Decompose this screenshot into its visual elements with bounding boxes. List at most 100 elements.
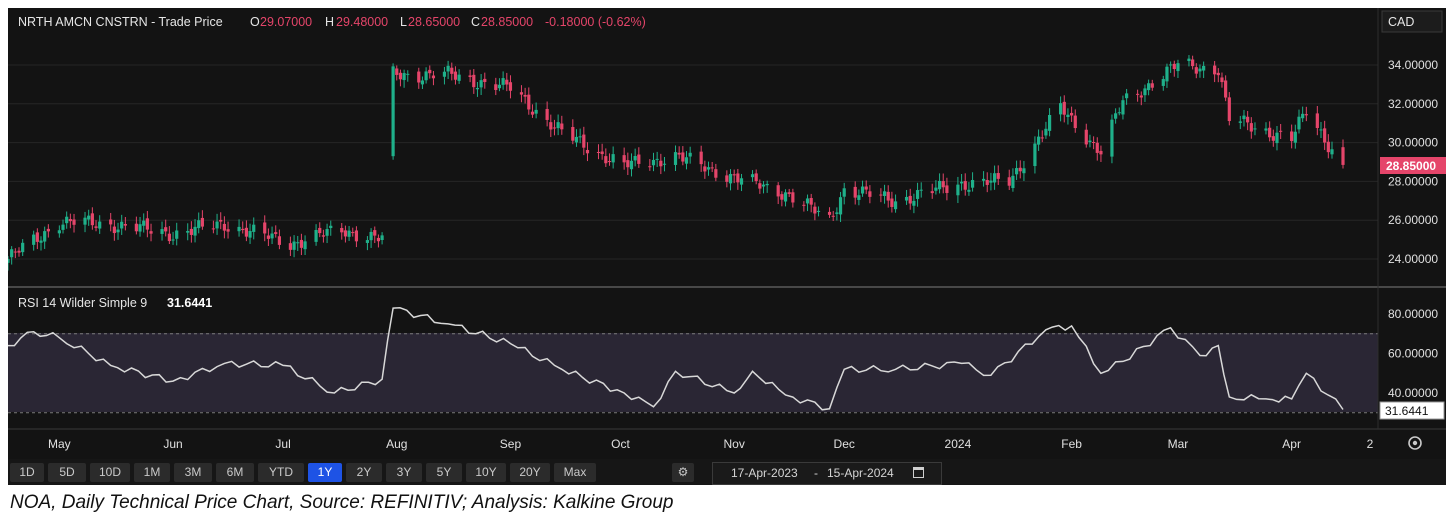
candle-body[interactable]: [442, 71, 447, 77]
candle-body[interactable]: [585, 149, 590, 154]
candle-body[interactable]: [288, 243, 293, 250]
candle-body[interactable]: [145, 218, 149, 230]
range-button-1d[interactable]: 1D: [10, 463, 44, 482]
candle-body[interactable]: [1165, 66, 1169, 82]
candle-body[interactable]: [908, 195, 912, 204]
candle-body[interactable]: [1136, 93, 1140, 95]
candle-body[interactable]: [292, 241, 296, 250]
candle-body[interactable]: [1264, 128, 1268, 131]
candle-body[interactable]: [527, 94, 531, 110]
candle-body[interactable]: [1088, 140, 1092, 143]
candle-body[interactable]: [860, 186, 865, 194]
candle-body[interactable]: [739, 178, 744, 185]
candle-body[interactable]: [1066, 114, 1070, 118]
candle-body[interactable]: [1114, 113, 1118, 119]
candle-body[interactable]: [222, 223, 226, 231]
candle-body[interactable]: [941, 181, 945, 188]
candle-body[interactable]: [677, 152, 681, 155]
candle-body[interactable]: [930, 191, 934, 194]
candle-body[interactable]: [633, 155, 637, 161]
candle-body[interactable]: [835, 212, 839, 214]
candle-body[interactable]: [68, 219, 72, 222]
candle-body[interactable]: [651, 159, 656, 166]
candle-body[interactable]: [21, 242, 25, 253]
candle-body[interactable]: [736, 173, 740, 183]
candle-body[interactable]: [996, 173, 1000, 179]
candle-body[interactable]: [813, 206, 817, 214]
candle-body[interactable]: [534, 109, 538, 114]
candle-body[interactable]: [838, 197, 843, 215]
candle-body[interactable]: [596, 151, 601, 153]
candle-body[interactable]: [296, 242, 300, 244]
candle-body[interactable]: [842, 188, 846, 197]
candle-body[interactable]: [186, 231, 190, 233]
candle-body[interactable]: [90, 213, 94, 226]
candle-body[interactable]: [956, 184, 960, 196]
candle-body[interactable]: [758, 183, 762, 189]
candle-body[interactable]: [552, 127, 557, 129]
candle-body[interactable]: [1202, 65, 1206, 71]
candle-body[interactable]: [890, 198, 894, 207]
candle-body[interactable]: [109, 219, 113, 225]
candle-body[interactable]: [519, 92, 524, 95]
candle-body[interactable]: [886, 191, 890, 201]
candle-body[interactable]: [373, 230, 377, 236]
range-button-20y[interactable]: 20Y: [510, 463, 550, 482]
candle-body[interactable]: [321, 235, 326, 237]
candle-body[interactable]: [706, 167, 711, 170]
candle-body[interactable]: [1293, 131, 1297, 143]
candle-body[interactable]: [992, 173, 997, 183]
candle-body[interactable]: [545, 108, 549, 120]
candle-body[interactable]: [1191, 59, 1195, 67]
candle-body[interactable]: [607, 161, 612, 163]
candle-body[interactable]: [1268, 127, 1272, 138]
candle-body[interactable]: [120, 221, 124, 229]
candle-body[interactable]: [1143, 88, 1147, 96]
candle-body[interactable]: [981, 178, 986, 181]
candle-body[interactable]: [417, 71, 421, 83]
candle-body[interactable]: [134, 223, 138, 232]
candle-body[interactable]: [142, 220, 146, 226]
candle-body[interactable]: [472, 74, 476, 88]
candle-body[interactable]: [776, 185, 780, 197]
candle-body[interactable]: [967, 189, 971, 192]
candle-body[interactable]: [270, 233, 274, 239]
candle-body[interactable]: [732, 174, 736, 176]
price-candles[interactable]: [8, 55, 1345, 271]
candle-body[interactable]: [816, 210, 821, 212]
range-button-10d[interactable]: 10D: [90, 463, 130, 482]
candle-body[interactable]: [1169, 64, 1173, 66]
candle-body[interactable]: [1147, 83, 1151, 91]
candle-body[interactable]: [483, 78, 487, 82]
candle-body[interactable]: [1304, 114, 1308, 116]
candle-body[interactable]: [475, 87, 480, 90]
candle-body[interactable]: [406, 73, 410, 75]
candle-body[interactable]: [714, 169, 718, 178]
candle-body[interactable]: [937, 180, 942, 190]
candle-body[interactable]: [1220, 77, 1224, 83]
range-button-5d[interactable]: 5D: [48, 463, 86, 482]
candle-body[interactable]: [655, 158, 659, 160]
candle-body[interactable]: [571, 127, 575, 141]
candle-body[interactable]: [959, 181, 964, 184]
candle-body[interactable]: [1315, 113, 1319, 128]
candle-body[interactable]: [1323, 128, 1327, 143]
candle-body[interactable]: [325, 229, 329, 236]
candle-body[interactable]: [750, 174, 755, 178]
candle-body[interactable]: [501, 78, 505, 85]
candle-body[interactable]: [604, 156, 608, 164]
candle-body[interactable]: [622, 155, 626, 163]
candle-body[interactable]: [138, 224, 142, 232]
candle-body[interactable]: [193, 226, 197, 236]
chart-canvas[interactable]: NRTH AMCN CNSTRN - Trade Price O 29.0700…: [8, 8, 1446, 459]
candle-body[interactable]: [791, 192, 795, 203]
candle-body[interactable]: [98, 221, 102, 229]
candle-body[interactable]: [446, 65, 450, 72]
candle-body[interactable]: [1110, 119, 1114, 157]
candle-body[interactable]: [274, 232, 278, 234]
candle-body[interactable]: [1213, 65, 1217, 75]
range-button-3y[interactable]: 3Y: [386, 463, 422, 482]
candle-body[interactable]: [864, 186, 868, 190]
candle-body[interactable]: [1176, 63, 1180, 72]
candle-body[interactable]: [468, 75, 472, 78]
